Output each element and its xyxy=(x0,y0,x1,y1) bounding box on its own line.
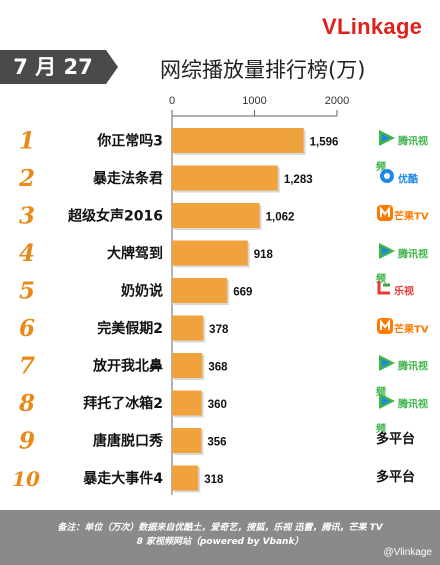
date-badge-arrow xyxy=(106,50,118,84)
platform-name: 腾讯视频 xyxy=(376,361,428,398)
bar xyxy=(172,465,199,491)
bar xyxy=(172,428,202,453)
category-label: 唐唐脱口秀 xyxy=(93,433,164,450)
rank-number: 10 xyxy=(12,467,40,491)
rank-number: 4 xyxy=(19,240,35,267)
ranking-chart: 0 1000 2000 1 你正常吗3 1,596 2 暴走法条君 1,283 3 超级女声2016… xyxy=(12,95,349,495)
platform-name: 乐视 xyxy=(394,286,414,298)
tencent-video-icon xyxy=(376,128,398,152)
letv-icon xyxy=(376,278,394,302)
platform-name: 腾讯视频 xyxy=(376,136,428,173)
value-label: 1,596 xyxy=(310,137,339,149)
x-tick-label: 2000 xyxy=(325,95,349,107)
platform-name: 多平台 xyxy=(376,432,416,447)
value-label: 368 xyxy=(208,362,228,374)
bar xyxy=(172,315,204,341)
bar xyxy=(172,203,260,228)
x-tick-label: 1000 xyxy=(242,95,266,107)
rank-number: 3 xyxy=(19,203,35,230)
value-label: 356 xyxy=(207,437,226,449)
category-label: 放开我北鼻 xyxy=(92,358,163,375)
category-label: 大牌驾到 xyxy=(107,245,163,262)
rank-number: 1 xyxy=(19,128,35,155)
platform-name: 腾讯视频 xyxy=(376,249,428,285)
category-label: 暴走法条君 xyxy=(92,170,163,187)
tencent-video-icon xyxy=(376,241,398,265)
footer-note-line2: 8 家视频网站（powered by Vbank） xyxy=(136,537,304,547)
rank-number: 7 xyxy=(19,353,35,380)
footer: 备注：单位（万次）数据来自优酷土，爱奇艺，搜狐，乐视 迅雷，腾讯，芒果 TV 8… xyxy=(0,510,440,565)
watermark: @Vlinkage xyxy=(383,547,432,558)
rank-number: 8 xyxy=(18,390,35,417)
value-label: 1,062 xyxy=(266,212,295,224)
platform-name: 优酷 xyxy=(398,174,418,185)
mango-tv-icon xyxy=(376,203,394,227)
value-label: 669 xyxy=(233,287,252,299)
value-label: 360 xyxy=(208,399,227,411)
value-label: 318 xyxy=(204,474,224,486)
rank-number: 6 xyxy=(19,315,35,342)
platform-name: 芒果TV xyxy=(394,211,429,223)
platform-logo: 多平台 xyxy=(376,428,436,452)
date-badge: 7 月 27 日 xyxy=(0,50,106,113)
vlinkage-logo: VLinkage xyxy=(322,14,423,39)
platform-logo: 乐视 xyxy=(376,278,436,302)
category-label: 暴走大事件4 xyxy=(82,470,163,487)
platform-name: 多平台 xyxy=(376,469,416,485)
tencent-video-icon xyxy=(376,353,398,377)
footer-note-line1: 备注：单位（万次）数据来自优酷土，爱奇艺，搜狐，乐视 迅雷，腾讯，芒果 TV xyxy=(57,523,383,533)
platform-logo: 腾讯视频 xyxy=(376,391,436,435)
bar xyxy=(172,240,248,266)
tencent-video-icon xyxy=(376,391,398,415)
category-label: 超级女声2016 xyxy=(67,208,163,225)
platform-logo: 多平台 xyxy=(376,466,436,490)
category-label: 你正常吗3 xyxy=(96,133,163,150)
value-label: 918 xyxy=(254,249,274,261)
value-label: 1,283 xyxy=(284,174,313,186)
value-label: 378 xyxy=(209,324,229,336)
rank-number: 9 xyxy=(19,428,35,455)
platform-name: 腾讯视频 xyxy=(376,399,428,435)
bar xyxy=(172,390,202,416)
platform-logo: 芒果TV xyxy=(376,203,436,227)
category-label: 完美假期2 xyxy=(97,320,163,337)
platform-logo: 腾讯视频 xyxy=(376,241,436,285)
platform-logo: 腾讯视频 xyxy=(376,128,436,173)
platform-logo: 优酷 xyxy=(376,166,436,190)
bar xyxy=(172,165,278,191)
platform-name: 芒果TV xyxy=(394,324,429,335)
bar xyxy=(172,353,203,378)
mango-tv-icon xyxy=(376,316,394,340)
x-tick-label: 0 xyxy=(169,95,175,107)
youku-icon xyxy=(376,166,398,190)
platform-logo: 腾讯视频 xyxy=(376,353,436,398)
chart-title: 网综播放量排行榜(万) xyxy=(160,58,366,82)
platform-logo: 芒果TV xyxy=(376,316,436,340)
bar xyxy=(172,278,228,303)
category-label: 奶奶说 xyxy=(121,283,163,300)
rank-number: 5 xyxy=(19,278,35,305)
bar xyxy=(172,128,304,153)
category-label: 拜托了冰箱2 xyxy=(83,395,163,412)
rank-number: 2 xyxy=(18,165,35,192)
